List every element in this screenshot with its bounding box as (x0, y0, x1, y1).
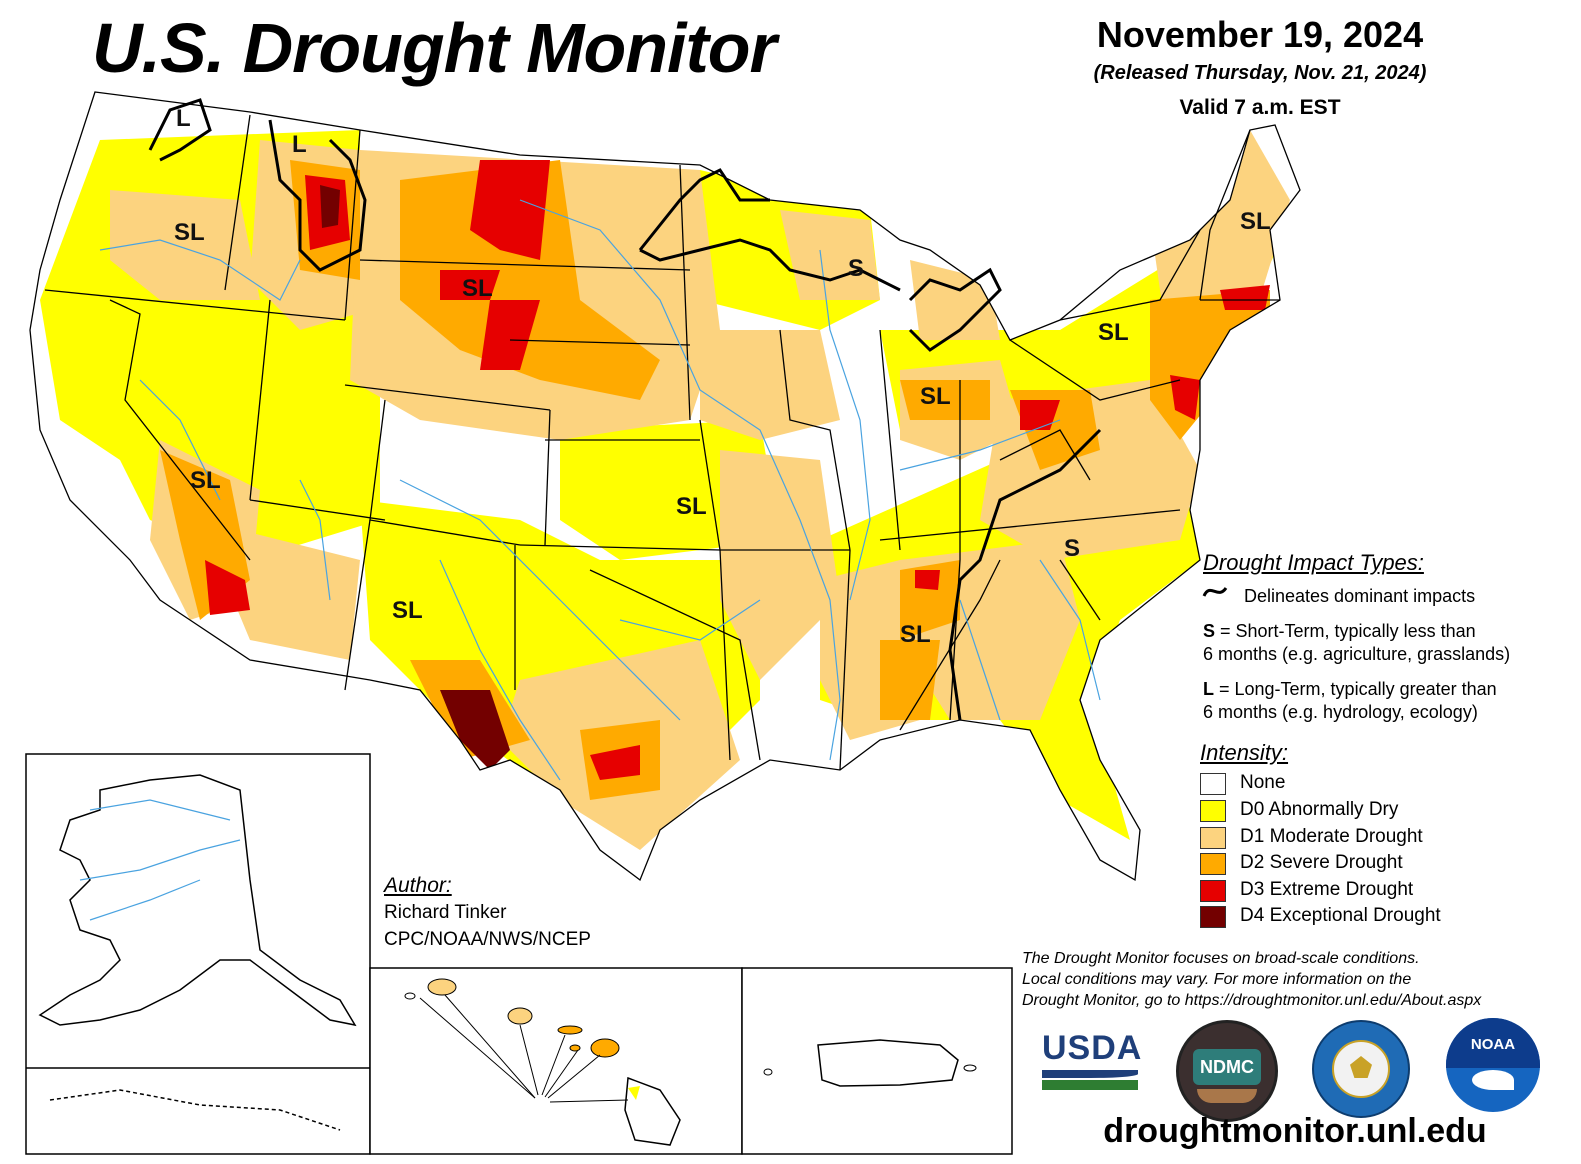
usda-logo: USDA (1042, 1029, 1143, 1098)
disclaimer-line: Drought Monitor, go to https://droughtmo… (1022, 992, 1482, 1009)
region-label: S (848, 255, 864, 282)
region-label: SL (174, 219, 205, 246)
region-label: SL (900, 621, 931, 648)
impact-line-sample-icon (1202, 587, 1228, 597)
intensity-swatch (1200, 853, 1226, 875)
intensity-swatch (1200, 906, 1226, 928)
disclaimer-line: The Drought Monitor focuses on broad-sca… (1022, 950, 1420, 967)
release-date: (Released Thursday, Nov. 21, 2024) (1093, 62, 1427, 84)
valid-time: Valid 7 a.m. EST (1179, 96, 1341, 119)
disclaimer-line: Local conditions may vary. For more info… (1022, 971, 1412, 988)
intensity-label: D0 Abnormally Dry (1240, 799, 1399, 820)
alaska-inset (25, 753, 371, 1155)
short-term-line2: 6 months (e.g. agriculture, grasslands) (1203, 644, 1511, 664)
impact-delineates-text: Delineates dominant impacts (1244, 586, 1476, 606)
author-block: Author: Richard Tinker CPC/NOAA/NWS/NCEP (384, 872, 591, 953)
short-term-code: S (1203, 621, 1216, 641)
rivers (99, 199, 1101, 781)
department-of-commerce-seal (1312, 1020, 1410, 1118)
intensity-swatch (1200, 880, 1226, 902)
region-label: SL (1098, 319, 1129, 346)
disclaimer: The Drought Monitor focuses on broad-sca… (1022, 948, 1562, 1011)
author-heading: Author: (384, 874, 452, 897)
state-boundaries (29, 91, 1301, 882)
puerto-rico-inset (741, 967, 1013, 1155)
intensity-swatch (1200, 773, 1226, 795)
intensity-swatch (1200, 827, 1226, 849)
ndmc-logo-text: NDMC (1193, 1049, 1261, 1085)
impact-types-heading: Drought Impact Types: (1203, 550, 1424, 575)
region-label: SL (190, 467, 221, 494)
impact-region-labels: L L SL SL S SL SL SL SL SL SL S SL S (174, 105, 1271, 1118)
region-label: S (1064, 535, 1080, 562)
hawaii-inset (369, 967, 743, 1155)
short-term-line1: = Short-Term, typically less than (1215, 621, 1476, 641)
region-label: SL (920, 383, 951, 410)
region-label: SL (392, 597, 423, 624)
region-label: L (292, 131, 307, 158)
noaa-logo: NOAA (1446, 1018, 1540, 1112)
author-name: Richard Tinker (384, 902, 507, 923)
intensity-label: D4 Exceptional Drought (1240, 905, 1441, 926)
region-label: L (176, 105, 191, 132)
impact-lines (148, 98, 1102, 721)
long-term-line2: 6 months (e.g. hydrology, ecology) (1203, 702, 1478, 722)
intensity-label: None (1240, 772, 1286, 793)
usda-logo-text: USDA (1042, 1029, 1143, 1067)
ndmc-logo: NDMC (1176, 1020, 1278, 1122)
region-label: SL (1240, 208, 1271, 235)
noaa-logo-text: NOAA (1470, 1036, 1516, 1053)
author-org: CPC/NOAA/NWS/NCEP (384, 929, 591, 950)
long-term-description: L = Long-Term, typically greater than 6 … (1203, 678, 1497, 724)
map-title: U.S. Drought Monitor (92, 9, 777, 87)
map-date: November 19, 2024 (1096, 14, 1424, 55)
intensity-label: D1 Moderate Drought (1240, 826, 1423, 847)
intensity-label: D2 Severe Drought (1240, 852, 1403, 873)
long-term-line1: = Long-Term, typically greater than (1214, 679, 1497, 699)
region-label: SL (676, 493, 707, 520)
short-term-description: S = Short-Term, typically less than 6 mo… (1203, 620, 1510, 666)
long-term-code: L (1203, 679, 1214, 699)
intensity-swatch (1200, 800, 1226, 822)
website-url: droughtmonitor.unl.edu (1103, 1112, 1487, 1150)
intensity-heading: Intensity: (1200, 740, 1289, 765)
intensity-label: D3 Extreme Drought (1240, 879, 1414, 900)
region-label: SL (462, 275, 493, 302)
